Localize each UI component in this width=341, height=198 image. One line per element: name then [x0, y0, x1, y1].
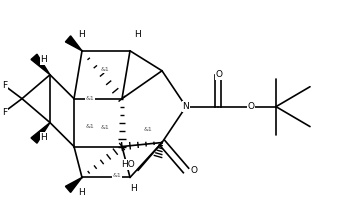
Text: O: O [191, 166, 197, 175]
Text: &1: &1 [86, 124, 94, 129]
Text: H: H [135, 30, 142, 39]
Polygon shape [31, 123, 50, 143]
Text: N: N [183, 102, 189, 111]
Text: HO: HO [121, 160, 135, 169]
Text: O: O [248, 102, 254, 111]
Text: &1: &1 [144, 127, 152, 132]
Polygon shape [31, 54, 50, 75]
Text: H: H [41, 133, 47, 142]
Text: H: H [79, 188, 85, 197]
Text: H: H [131, 184, 137, 193]
Text: &1: &1 [113, 173, 121, 178]
Text: F: F [2, 81, 8, 90]
Text: F: F [2, 108, 8, 117]
Polygon shape [65, 36, 82, 51]
Text: H: H [41, 55, 47, 64]
Text: &1: &1 [86, 96, 94, 101]
Polygon shape [65, 177, 82, 192]
Text: &1: &1 [101, 125, 109, 130]
Text: H: H [79, 30, 85, 39]
Text: O: O [216, 70, 222, 79]
Text: &1: &1 [101, 67, 109, 72]
